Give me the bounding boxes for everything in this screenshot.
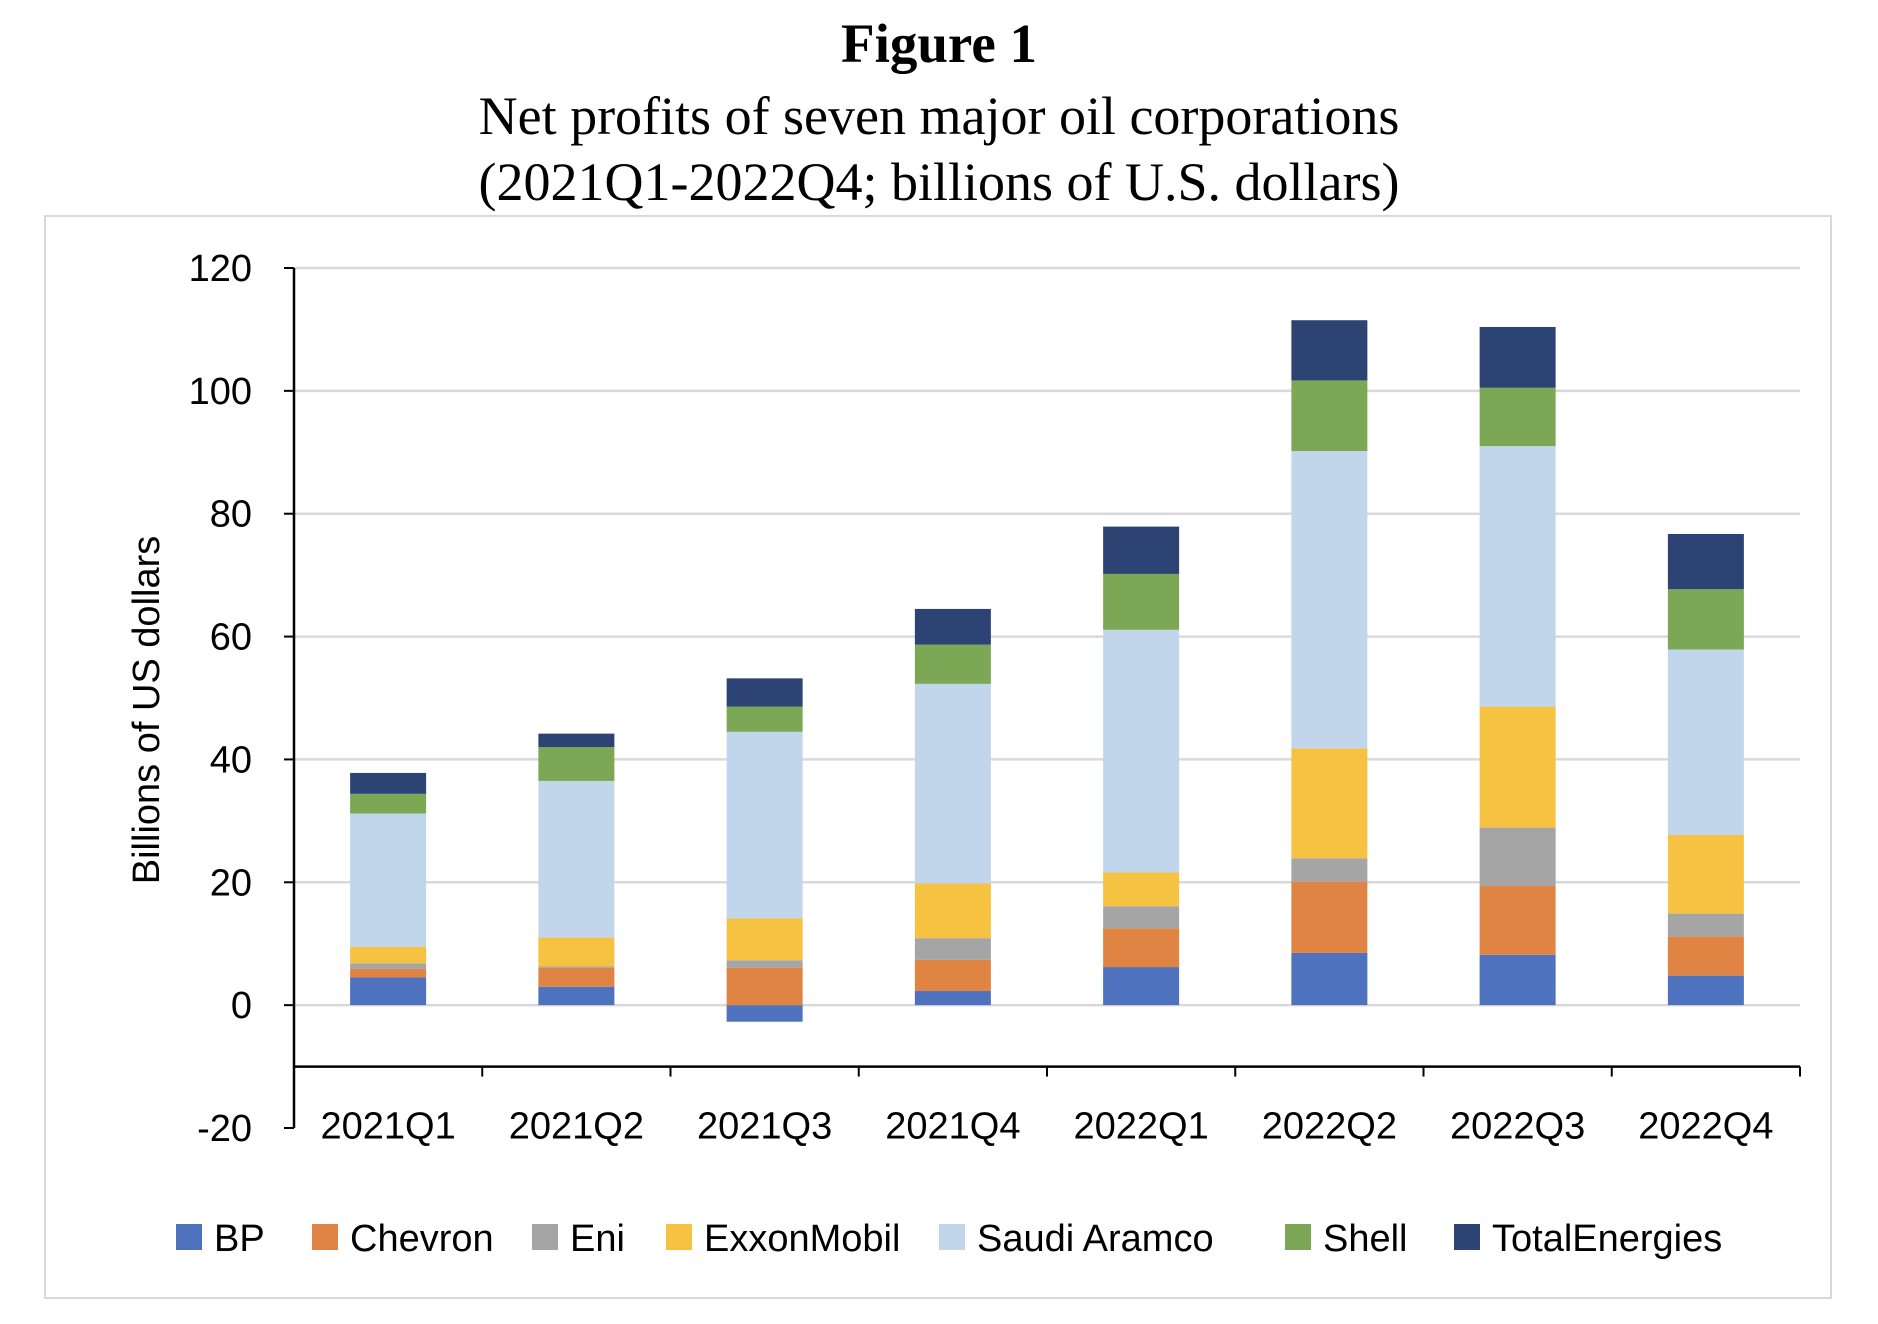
bar-segment-shell-2021q3 <box>726 706 803 732</box>
legend-swatch-eni <box>532 1224 558 1250</box>
bar-segment-bp-2022q2 <box>1291 952 1368 1006</box>
bar-segment-eni-2021q2 <box>538 966 615 968</box>
bar-segment-exxonmobil-2021q1 <box>350 946 427 964</box>
bar-segment-saudi-aramco-2022q1 <box>1103 629 1180 873</box>
legend-label: Saudi Aramco <box>977 1218 1214 1260</box>
bar-segment-totalenergies-2021q3 <box>726 678 803 707</box>
bar-segment-chevron-2022q2 <box>1291 881 1368 953</box>
x-tick-label: 2021Q4 <box>885 1106 1020 1148</box>
bar-segment-shell-2022q3 <box>1479 387 1556 447</box>
y-tick-label: -20 <box>197 1108 252 1150</box>
bar-segment-shell-2021q1 <box>350 793 427 814</box>
bar-segment-saudi-aramco-2022q4 <box>1667 649 1744 835</box>
bar-segment-chevron-2021q1 <box>350 968 427 978</box>
bar-segment-exxonmobil-2022q1 <box>1103 872 1180 907</box>
bar-segment-chevron-2022q3 <box>1479 885 1556 955</box>
y-tick-label: 60 <box>210 617 252 659</box>
x-tick-label: 2022Q4 <box>1638 1106 1773 1148</box>
y-tick-label: 120 <box>189 248 252 290</box>
bar-segment-saudi-aramco-2021q1 <box>350 813 427 947</box>
bar-segment-totalenergies-2021q1 <box>350 772 427 794</box>
bar-segment-totalenergies-2022q3 <box>1479 326 1556 388</box>
y-tick-label: 0 <box>231 985 252 1027</box>
legend-swatch-bp <box>176 1224 202 1250</box>
bar-segment-exxonmobil-2022q2 <box>1291 748 1368 859</box>
bar-segment-eni-2021q4 <box>914 938 991 960</box>
bar-segment-bp-2022q1 <box>1103 967 1180 1006</box>
x-tick-label: 2021Q3 <box>697 1106 832 1148</box>
bar-segment-totalenergies-2021q4 <box>914 608 991 645</box>
bar-segment-eni-2021q3 <box>726 960 803 968</box>
y-tick-label: 40 <box>210 739 252 781</box>
bar-segment-bp-2021q1 <box>350 977 427 1006</box>
bar-segment-saudi-aramco-2022q3 <box>1479 446 1556 707</box>
figure-subtitle-line1: Net profits of seven major oil corporati… <box>478 86 1400 146</box>
bar-segment-shell-2022q4 <box>1667 589 1744 650</box>
bar-segment-exxonmobil-2021q4 <box>914 883 991 939</box>
bar-segment-bp-2021q3 <box>726 1005 803 1022</box>
bars <box>350 320 1744 1022</box>
y-tick-label: 20 <box>210 862 252 904</box>
bar-segment-totalenergies-2022q4 <box>1667 533 1744 590</box>
gridlines <box>294 266 1800 1007</box>
legend-label: Chevron <box>350 1218 494 1260</box>
bar-segment-shell-2022q2 <box>1291 380 1368 452</box>
bar-segment-exxonmobil-2022q4 <box>1667 834 1744 914</box>
bar-segment-shell-2021q2 <box>538 747 615 781</box>
figure-label: Figure 1 <box>840 13 1038 74</box>
legend: BP Chevron Eni ExxonMobil Saudi Aramco Shell T… <box>176 1218 1722 1260</box>
legend-label: Eni <box>570 1218 625 1260</box>
bar-segment-bp-2022q4 <box>1667 975 1744 1006</box>
bar-segment-saudi-aramco-2021q3 <box>726 731 803 919</box>
bar-segment-eni-2022q4 <box>1667 913 1744 937</box>
bar-segment-eni-2021q1 <box>350 963 427 969</box>
bar-segment-bp-2021q4 <box>914 991 991 1006</box>
x-tick-label: 2021Q1 <box>321 1106 456 1148</box>
bar-segment-totalenergies-2022q1 <box>1103 526 1180 574</box>
x-tick-label: 2022Q1 <box>1074 1106 1209 1148</box>
bar-segment-chevron-2021q2 <box>538 967 615 987</box>
bar-segment-bp-2021q2 <box>538 986 615 1006</box>
x-tick-label: 2022Q3 <box>1450 1106 1585 1148</box>
bar-segment-shell-2022q1 <box>1103 573 1180 630</box>
bar-segment-eni-2022q2 <box>1291 858 1368 882</box>
x-tick-label: 2022Q2 <box>1262 1106 1397 1148</box>
legend-label: Shell <box>1323 1218 1408 1260</box>
y-tick-label: 80 <box>210 494 252 536</box>
legend-swatch-shell <box>1285 1224 1311 1250</box>
bar-segment-totalenergies-2022q2 <box>1291 320 1368 381</box>
legend-swatch-saudi-aramco <box>939 1224 965 1250</box>
legend-swatch-exxonmobil <box>666 1224 692 1250</box>
bar-segment-eni-2022q3 <box>1479 827 1556 886</box>
figure-subtitle-line2: (2021Q1-2022Q4; billions of U.S. dollars… <box>478 152 1400 212</box>
bar-segment-bp-2022q3 <box>1479 954 1556 1006</box>
bar-segment-exxonmobil-2022q3 <box>1479 706 1556 828</box>
axes: -20 0 20 40 60 80 100 120 2021Q1 2021Q2 2021Q3 2021… <box>189 248 1801 1150</box>
bar-segment-saudi-aramco-2022q2 <box>1291 451 1368 749</box>
y-tick-label: 100 <box>189 371 252 413</box>
y-axis-title: Billions of US dollars <box>126 536 168 884</box>
bar-segment-exxonmobil-2021q3 <box>726 918 803 961</box>
bar-segment-chevron-2022q4 <box>1667 936 1744 976</box>
bar-segment-chevron-2021q4 <box>914 959 991 992</box>
legend-swatch-chevron <box>312 1224 338 1250</box>
bar-segment-eni-2022q1 <box>1103 906 1180 929</box>
bar-segment-saudi-aramco-2021q2 <box>538 780 615 938</box>
legend-label: TotalEnergies <box>1492 1218 1722 1260</box>
legend-swatch-totalenergies <box>1454 1224 1480 1250</box>
bar-segment-totalenergies-2021q2 <box>538 733 615 748</box>
bar-segment-chevron-2021q3 <box>726 967 803 1006</box>
bar-segment-chevron-2022q1 <box>1103 928 1180 968</box>
legend-label: ExxonMobil <box>704 1218 900 1260</box>
bar-segment-saudi-aramco-2021q4 <box>914 683 991 884</box>
x-tick-label: 2021Q2 <box>509 1106 644 1148</box>
bar-segment-exxonmobil-2021q2 <box>538 937 615 967</box>
legend-label: BP <box>214 1218 265 1260</box>
chart-frame <box>44 215 1832 1299</box>
bar-segment-shell-2021q4 <box>914 644 991 684</box>
